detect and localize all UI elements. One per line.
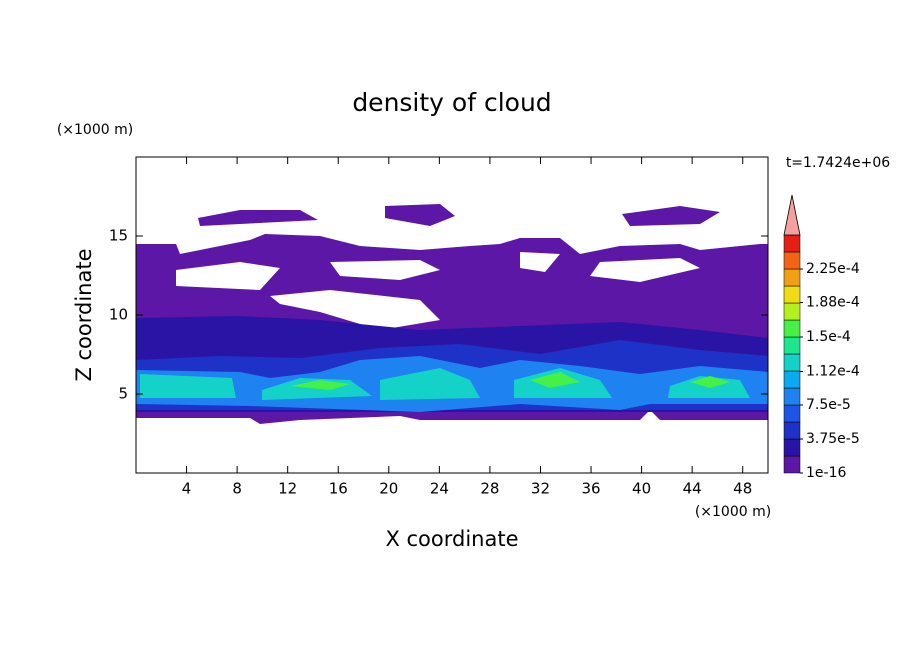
x-tick-label: 32 bbox=[531, 480, 550, 498]
x-tick-label: 4 bbox=[182, 480, 192, 498]
colorbar-segment bbox=[783, 387, 801, 406]
colorbar-label: 1.88e-4 bbox=[806, 295, 860, 311]
colorbar-segment bbox=[783, 404, 801, 423]
y-tick-label: 15 bbox=[109, 227, 128, 245]
x-tick-label: 44 bbox=[683, 480, 702, 498]
colorbar-segment bbox=[783, 455, 801, 474]
colorbar-label: 2.25e-4 bbox=[806, 261, 860, 277]
colorbar-label: 3.75e-5 bbox=[806, 431, 860, 447]
colorbar-segment bbox=[783, 336, 801, 355]
contour-fill bbox=[176, 252, 700, 356]
x-tick-label: 16 bbox=[329, 480, 348, 498]
x-tick-label: 28 bbox=[480, 480, 499, 498]
colorbar-segment bbox=[783, 353, 801, 372]
x-tick-label: 40 bbox=[632, 480, 651, 498]
x-tick-label: 36 bbox=[581, 480, 600, 498]
y-axis-label: Z coordinate bbox=[72, 248, 96, 381]
contour-field bbox=[136, 204, 768, 424]
colorbar-segment bbox=[783, 421, 801, 440]
contour-fill bbox=[140, 368, 750, 400]
time-label: t=1.7424e+06 bbox=[786, 155, 890, 171]
x-axis-label: X coordinate bbox=[385, 527, 518, 551]
colorbar-label: 1e-16 bbox=[806, 465, 846, 481]
colorbar-segment bbox=[783, 251, 801, 270]
colorbar-segment bbox=[783, 302, 801, 321]
x-tick-label: 12 bbox=[278, 480, 297, 498]
colorbar-over bbox=[783, 194, 801, 236]
x-tick-label: 20 bbox=[379, 480, 398, 498]
chart-title: density of cloud bbox=[352, 88, 551, 117]
y-unit: (×1000 m) bbox=[57, 122, 133, 138]
colorbar-label: 1.5e-4 bbox=[806, 329, 851, 345]
x-unit: (×1000 m) bbox=[695, 504, 771, 520]
y-tick-label: 5 bbox=[118, 385, 128, 403]
x-tick-label: 48 bbox=[733, 480, 752, 498]
x-tick-label: 8 bbox=[232, 480, 242, 498]
contour-fill bbox=[198, 204, 720, 226]
colorbar-segment bbox=[783, 234, 801, 253]
colorbar-segment bbox=[783, 285, 801, 304]
colorbar-segment bbox=[783, 319, 801, 338]
y-tick-label: 10 bbox=[109, 306, 128, 324]
colorbar-label: 7.5e-5 bbox=[806, 397, 851, 413]
colorbar-segment bbox=[783, 268, 801, 287]
x-tick-label: 24 bbox=[430, 480, 449, 498]
colorbar-label: 1.12e-4 bbox=[806, 363, 860, 379]
colorbar-segment bbox=[783, 438, 801, 457]
colorbar-segment bbox=[783, 370, 801, 389]
contour-fill bbox=[290, 372, 730, 390]
